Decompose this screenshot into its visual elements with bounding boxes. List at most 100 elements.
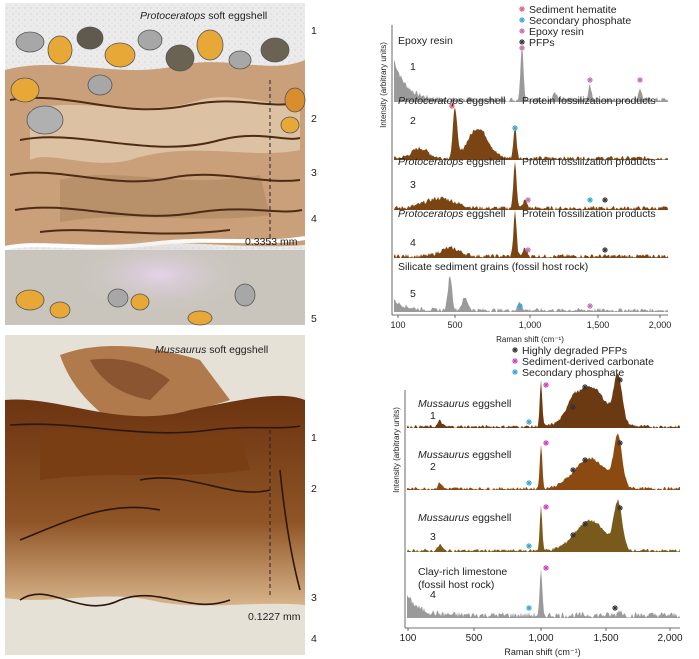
x-tick-label: 2,000	[657, 633, 682, 644]
spectrum	[407, 498, 680, 552]
trace-number: 1	[430, 410, 436, 422]
peak-marker	[587, 77, 593, 83]
peak-marker	[637, 77, 643, 83]
spectrum	[407, 433, 680, 490]
peak-marker	[587, 303, 593, 309]
legend-label: Highly degraded PFPs	[522, 345, 627, 357]
x-axis-label: Raman shift (cm⁻¹)	[496, 335, 564, 344]
title-rest: eggshell	[469, 398, 511, 410]
trace-number: 4	[410, 237, 416, 249]
taxon: Protoceratops	[398, 95, 464, 107]
trace-title: Epoxy resin	[398, 35, 453, 47]
peak-marker	[570, 467, 576, 473]
taxon: Mussaurus	[418, 398, 470, 410]
spectrum	[394, 107, 668, 160]
peak-marker	[587, 197, 593, 203]
spectrum	[394, 43, 668, 102]
title-rest: eggshell	[463, 208, 505, 220]
legend-label: Secondary phosphate	[529, 15, 631, 27]
peak-marker	[617, 440, 623, 446]
y-axis-label: Intensity (arbitrary units)	[392, 407, 401, 493]
trace-title: Mussaurus eggshell	[418, 398, 511, 410]
peak-marker	[582, 457, 588, 463]
trace-title: Mussaurus eggshell	[418, 449, 511, 461]
peak-marker	[543, 440, 549, 446]
peak-marker	[570, 404, 576, 410]
peak-marker	[519, 28, 525, 34]
protoceratops-illustration: Protoceratops soft eggshell 0.3353 mm	[4, 3, 306, 326]
peak-marker	[512, 125, 518, 131]
peak-marker	[582, 384, 588, 390]
scale-label: 0.3353 mm	[245, 236, 298, 248]
trace-number: 5	[410, 288, 416, 300]
peak-marker	[512, 369, 518, 375]
peak-marker	[543, 565, 549, 571]
illustration-title: Protoceratops soft eggshell	[140, 10, 267, 22]
peak-marker	[570, 532, 576, 538]
taxon: Mussaurus	[418, 449, 470, 461]
x-tick-label: 1,500	[587, 320, 610, 330]
x-tick-label: 500	[447, 320, 462, 330]
layer-number: 2	[311, 483, 317, 495]
x-tick-label: 1,000	[528, 633, 553, 644]
peak-marker	[512, 347, 518, 353]
y-axis-label: Intensity (arbitrary units)	[379, 42, 388, 128]
trace-number: 3	[430, 531, 436, 543]
spectrum	[394, 161, 668, 210]
taxon: Protoceratops	[398, 208, 464, 220]
peak-marker	[519, 39, 525, 45]
trace-number: 3	[410, 179, 416, 191]
trace-number: 2	[430, 461, 436, 473]
peak-marker	[617, 505, 623, 511]
x-axis-label: Raman shift (cm⁻¹)	[504, 647, 580, 657]
legend-label: PFPs	[529, 37, 555, 49]
peak-marker	[526, 543, 532, 549]
layer-number: 2	[311, 113, 317, 125]
trace-title: Protoceratops eggshell	[398, 156, 505, 168]
x-tick-label: 1,500	[593, 633, 618, 644]
spectrum	[407, 372, 680, 428]
peak-marker	[602, 197, 608, 203]
trace-title: Mussaurus eggshell	[418, 512, 511, 524]
legend-label: Secondary phosphate	[522, 367, 624, 379]
scale-label: 0.1227 mm	[248, 611, 301, 623]
peak-marker	[519, 17, 525, 23]
peak-marker	[617, 377, 623, 383]
mussaurus-illustration: Mussaurus soft eggshell 0.1227 mm	[5, 335, 305, 655]
x-tick-label: 500	[466, 633, 483, 644]
spectrum	[407, 568, 680, 618]
peak-marker	[517, 303, 523, 309]
x-tick-label: 1,000	[519, 320, 542, 330]
x-tick-label: 100	[390, 320, 405, 330]
x-tick-label: 2,000	[649, 320, 672, 330]
peak-marker	[526, 605, 532, 611]
peak-marker	[525, 197, 531, 203]
peak-marker	[519, 45, 525, 51]
peak-marker	[543, 504, 549, 510]
legend-label: Sediment hematite	[529, 4, 617, 16]
peak-marker	[512, 358, 518, 364]
peak-marker	[602, 247, 608, 253]
legend-label: Sediment-derived carbonate	[522, 356, 654, 368]
spectrum	[394, 276, 668, 312]
illustration-title: Mussaurus soft eggshell	[155, 344, 268, 356]
x-tick-label: 100	[400, 633, 417, 644]
layer-number: 3	[311, 592, 317, 604]
trace-title: Protoceratops eggshell	[398, 208, 505, 220]
peak-marker	[543, 382, 549, 388]
peak-marker	[525, 247, 531, 253]
layer-number: 1	[311, 432, 317, 444]
trace-title: Silicate sediment grains (fossil host ro…	[398, 261, 588, 273]
trace-number: 1	[410, 61, 416, 73]
layer-number: 4	[311, 633, 317, 645]
title-rest: eggshell	[463, 95, 505, 107]
trace-number: 2	[410, 115, 416, 127]
legend-label: Epoxy resin	[529, 26, 584, 38]
title-rest: eggshell	[469, 512, 511, 524]
trace-note: Protein fossilization products	[522, 156, 656, 168]
layer-number: 5	[311, 313, 317, 325]
trace-title: (fossil host rock)	[418, 579, 494, 591]
taxon: Mussaurus	[418, 512, 470, 524]
